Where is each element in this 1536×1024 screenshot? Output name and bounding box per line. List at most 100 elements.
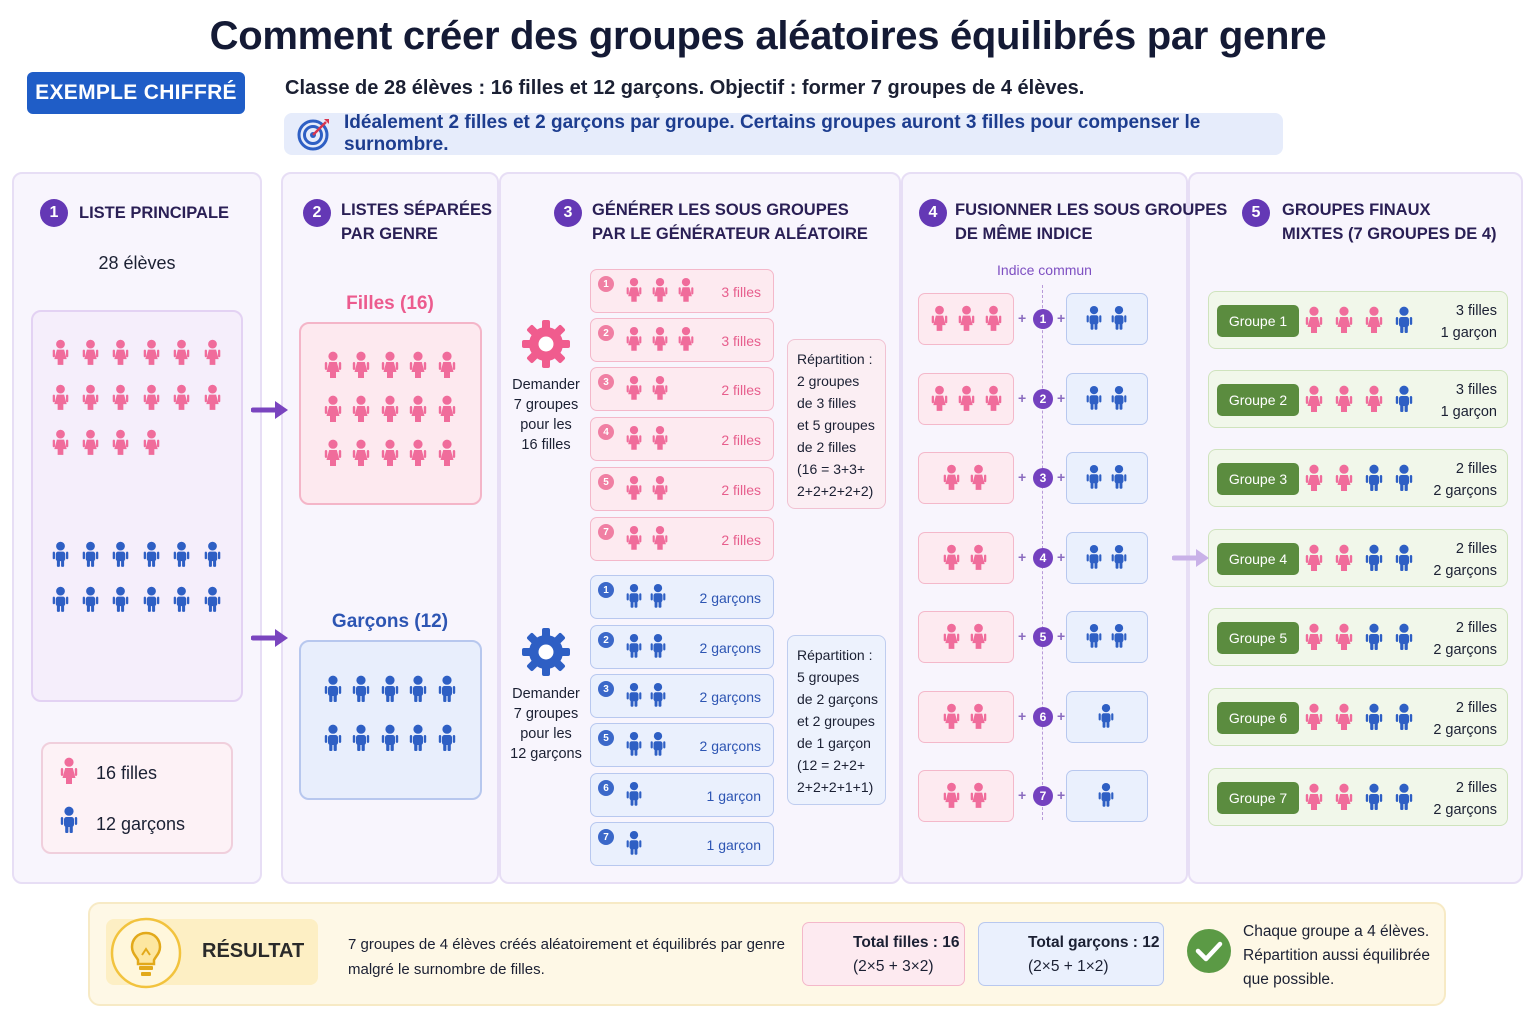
girl-icon	[625, 525, 643, 556]
result-check-text: Chaque groupe a 4 élèves. Répartition aus…	[1243, 923, 1430, 988]
goal-banner: Idéalement 2 filles et 2 garçons par gro…	[284, 112, 1283, 155]
girl-icon	[625, 277, 643, 308]
merge-index: 3	[1033, 468, 1053, 488]
girl-subgroup-row: 4 2 filles	[590, 417, 774, 461]
subgroup-label: 1 garçon	[706, 837, 761, 853]
page-title: Comment créer des groupes aléatoires équ…	[209, 14, 1327, 58]
girl-icon	[111, 339, 130, 371]
girl-icon	[142, 429, 161, 461]
girl-icon	[142, 384, 161, 416]
girl-icon	[51, 384, 70, 416]
merge-girls-box	[918, 770, 1014, 822]
boy-subgroup-row: 7 1 garçon	[590, 822, 774, 866]
group-name: Groupe 5	[1217, 622, 1299, 654]
plus-sign: +	[1057, 390, 1066, 406]
girl-icon	[351, 395, 371, 428]
subgroup-index: 6	[598, 780, 614, 796]
boy-icon	[437, 675, 457, 708]
group-name: Groupe 4	[1217, 543, 1299, 575]
girl-icon	[351, 351, 371, 384]
boy-icon	[111, 586, 130, 618]
girl-icon	[203, 339, 222, 371]
subgroup-label: 2 filles	[721, 432, 761, 448]
girl-icon	[81, 339, 100, 371]
merge-boys-box	[1066, 611, 1148, 663]
plus-sign: +	[1018, 390, 1027, 406]
step-title: LISTE PRINCIPALE	[79, 204, 230, 222]
subgroup-index: 7	[598, 524, 614, 540]
boy-icon	[172, 541, 191, 573]
boy-icon	[1364, 703, 1384, 736]
girl-icon	[651, 475, 669, 506]
boy-icon	[408, 724, 428, 757]
boy-subgroup-row: 5 2 garçons	[590, 723, 774, 767]
subgroup-label: 3 filles	[721, 284, 761, 300]
merge-index: 6	[1033, 707, 1053, 727]
arrow-right-icon	[250, 398, 291, 427]
girl-icon	[1334, 783, 1354, 816]
boy-icon	[142, 586, 161, 618]
girl-icon	[437, 395, 457, 428]
girl-icon	[1334, 544, 1354, 577]
girl-icon	[1304, 623, 1324, 656]
panel-final-groups	[1188, 172, 1523, 884]
girl-icon	[625, 326, 643, 357]
girl-icon	[1304, 544, 1324, 577]
final-group-card: Groupe 4 2 filles 2 garçons	[1208, 529, 1508, 587]
gear-icon	[520, 318, 572, 375]
merge-boys-box	[1066, 293, 1148, 345]
boy-icon	[1110, 623, 1128, 654]
plus-sign: +	[1018, 310, 1027, 326]
girl-icon	[969, 703, 988, 735]
girl-icon	[1304, 703, 1324, 736]
subgroup-label: 2 filles	[721, 382, 761, 398]
girl-icon	[651, 425, 669, 456]
girl-icon	[51, 429, 70, 461]
boy-icon	[1394, 464, 1414, 497]
boy-icon	[142, 541, 161, 573]
girl-icon	[651, 326, 669, 357]
boy-icon	[625, 731, 643, 762]
boy-icon	[1394, 783, 1414, 816]
subgroup-index: 4	[598, 424, 614, 440]
girl-icon	[1334, 306, 1354, 339]
boy-icon	[81, 541, 100, 573]
plus-sign: +	[1057, 549, 1066, 565]
merge-girls-box	[918, 532, 1014, 584]
group-name: Groupe 2	[1217, 384, 1299, 416]
girl-icon	[408, 351, 428, 384]
boy-icon	[323, 675, 343, 708]
student-count: 28 élèves	[98, 253, 176, 273]
boys-list-box	[299, 640, 482, 800]
girl-icon	[1334, 623, 1354, 656]
plus-sign: +	[1018, 469, 1027, 485]
boy-icon	[625, 830, 643, 861]
step-title: FUSIONNER LES SOUS GROUPES DE MÊME INDICE	[955, 201, 1228, 243]
girl-icon	[969, 464, 988, 496]
girl-icon	[81, 429, 100, 461]
girl-icon	[1334, 464, 1354, 497]
boy-icon	[649, 583, 667, 614]
merge-boys-box	[1066, 532, 1148, 584]
boys-list-label: Garçons (12)	[331, 611, 449, 632]
girl-subgroup-row: 7 2 filles	[590, 517, 774, 561]
girl-icon	[408, 439, 428, 472]
girl-icon	[81, 384, 100, 416]
step-title: GÉNÉRER LES SOUS GROUPES PAR LE GÉNÉRATEU…	[592, 201, 868, 243]
girl-icon	[942, 464, 961, 496]
plus-sign: +	[1057, 708, 1066, 724]
boy-icon	[1085, 544, 1103, 575]
arrow-right-icon	[250, 626, 291, 655]
boy-subgroup-row: 3 2 garçons	[590, 674, 774, 718]
boy-icon	[351, 724, 371, 757]
boy-subgroup-row: 1 2 garçons	[590, 575, 774, 619]
group-composition: 3 filles 1 garçon	[1440, 382, 1497, 420]
boy-icon	[649, 682, 667, 713]
subgroup-label: 2 filles	[721, 532, 761, 548]
plus-sign: +	[1018, 628, 1027, 644]
boy-icon	[1110, 305, 1128, 336]
boy-icon	[437, 724, 457, 757]
boy-icon	[1394, 544, 1414, 577]
boy-icon	[1097, 782, 1115, 813]
boy-icon	[1394, 703, 1414, 736]
